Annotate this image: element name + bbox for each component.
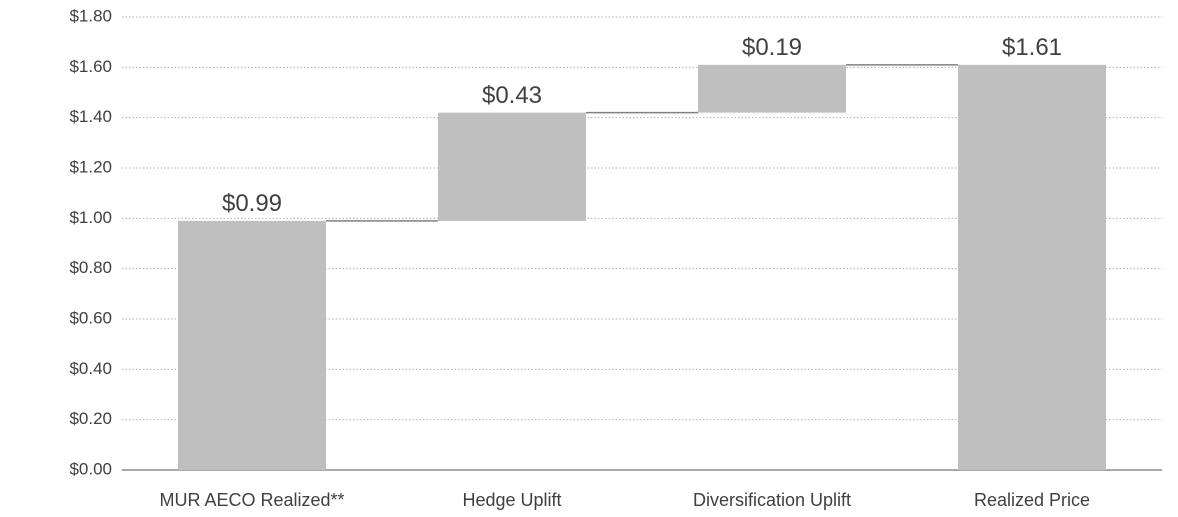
x-tick-label: Realized Price: [974, 490, 1090, 510]
x-tick-label: Hedge Uplift: [462, 490, 561, 510]
x-tick-label: MUR AECO Realized**: [159, 490, 344, 510]
y-tick-label: $0.60: [69, 308, 112, 327]
y-tick-label: $1.20: [69, 157, 112, 176]
y-tick-label: $0.40: [69, 359, 112, 378]
x-tick-label: Diversification Uplift: [693, 490, 851, 510]
y-tick-label: $0.80: [69, 258, 112, 277]
y-tick-label: $0.00: [69, 459, 112, 478]
y-tick-label: $1.00: [69, 208, 112, 227]
bar: [958, 64, 1106, 471]
y-tick-label: $1.60: [69, 57, 112, 76]
bar: [438, 112, 586, 221]
value-label: $0.19: [742, 34, 802, 61]
value-label: $0.99: [222, 190, 282, 217]
y-tick-label: $0.20: [69, 409, 112, 428]
bar: [698, 64, 846, 113]
y-tick-label: $1.40: [69, 107, 112, 126]
value-label: $1.61: [1002, 34, 1062, 61]
bar: [178, 220, 326, 470]
value-label: $0.43: [482, 82, 542, 109]
y-tick-label: $1.80: [69, 6, 112, 25]
